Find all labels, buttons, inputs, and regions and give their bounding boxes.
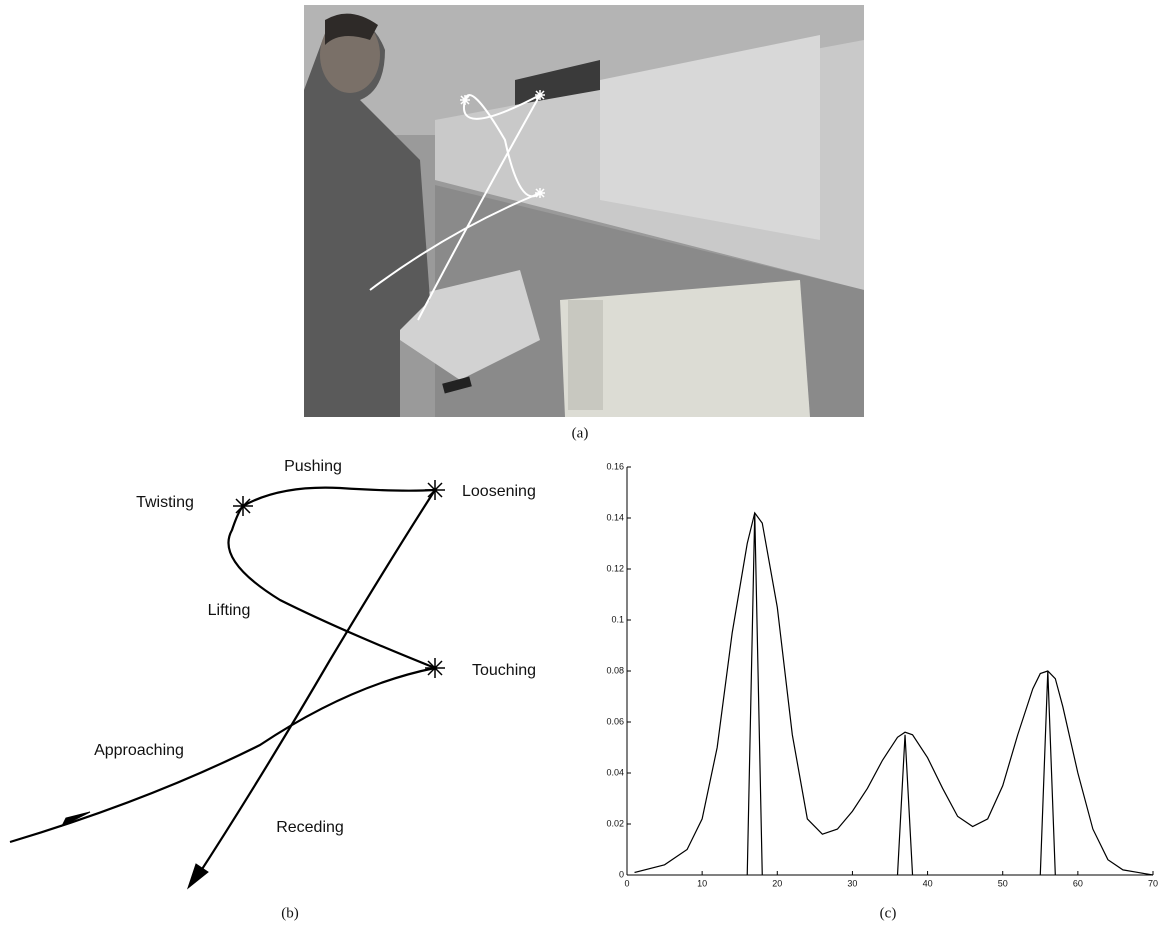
caption: (b) bbox=[281, 905, 299, 921]
caption: (a) bbox=[572, 425, 589, 441]
data-line bbox=[1039, 670, 1056, 876]
x-tick-label: 50 bbox=[998, 878, 1008, 888]
phase-label: Lifting bbox=[208, 602, 251, 619]
phase-label: Approaching bbox=[94, 742, 184, 759]
phase-label: Receding bbox=[276, 819, 344, 836]
y-tick-label: 0.14 bbox=[606, 512, 624, 522]
phase-label: Twisting bbox=[136, 494, 194, 511]
x-tick-label: 40 bbox=[923, 878, 933, 888]
y-tick-label: 0 bbox=[619, 869, 624, 879]
x-tick-label: 0 bbox=[624, 878, 629, 888]
data-line bbox=[746, 512, 763, 876]
phase-label: Pushing bbox=[284, 458, 342, 475]
phase-label: Loosening bbox=[462, 483, 536, 500]
x-tick-label: 70 bbox=[1148, 878, 1158, 888]
trajectory bbox=[9, 480, 445, 890]
y-tick-label: 0.1 bbox=[611, 614, 624, 624]
y-tick-label: 0.08 bbox=[606, 665, 624, 675]
x-tick-label: 20 bbox=[772, 878, 782, 888]
y-tick-label: 0.12 bbox=[606, 563, 624, 573]
data-line bbox=[896, 734, 914, 876]
y-tick-label: 0.06 bbox=[606, 716, 624, 726]
caption: (c) bbox=[880, 905, 897, 921]
x-tick-label: 60 bbox=[1073, 878, 1083, 888]
photo bbox=[304, 5, 864, 417]
y-tick-label: 0.04 bbox=[606, 767, 624, 777]
phase-label: Touching bbox=[472, 662, 536, 679]
data-line bbox=[634, 511, 1154, 876]
y-tick-label: 0.02 bbox=[606, 818, 624, 828]
x-tick-label: 30 bbox=[847, 878, 857, 888]
x-tick-label: 10 bbox=[697, 878, 707, 888]
y-tick-label: 0.16 bbox=[606, 461, 624, 471]
